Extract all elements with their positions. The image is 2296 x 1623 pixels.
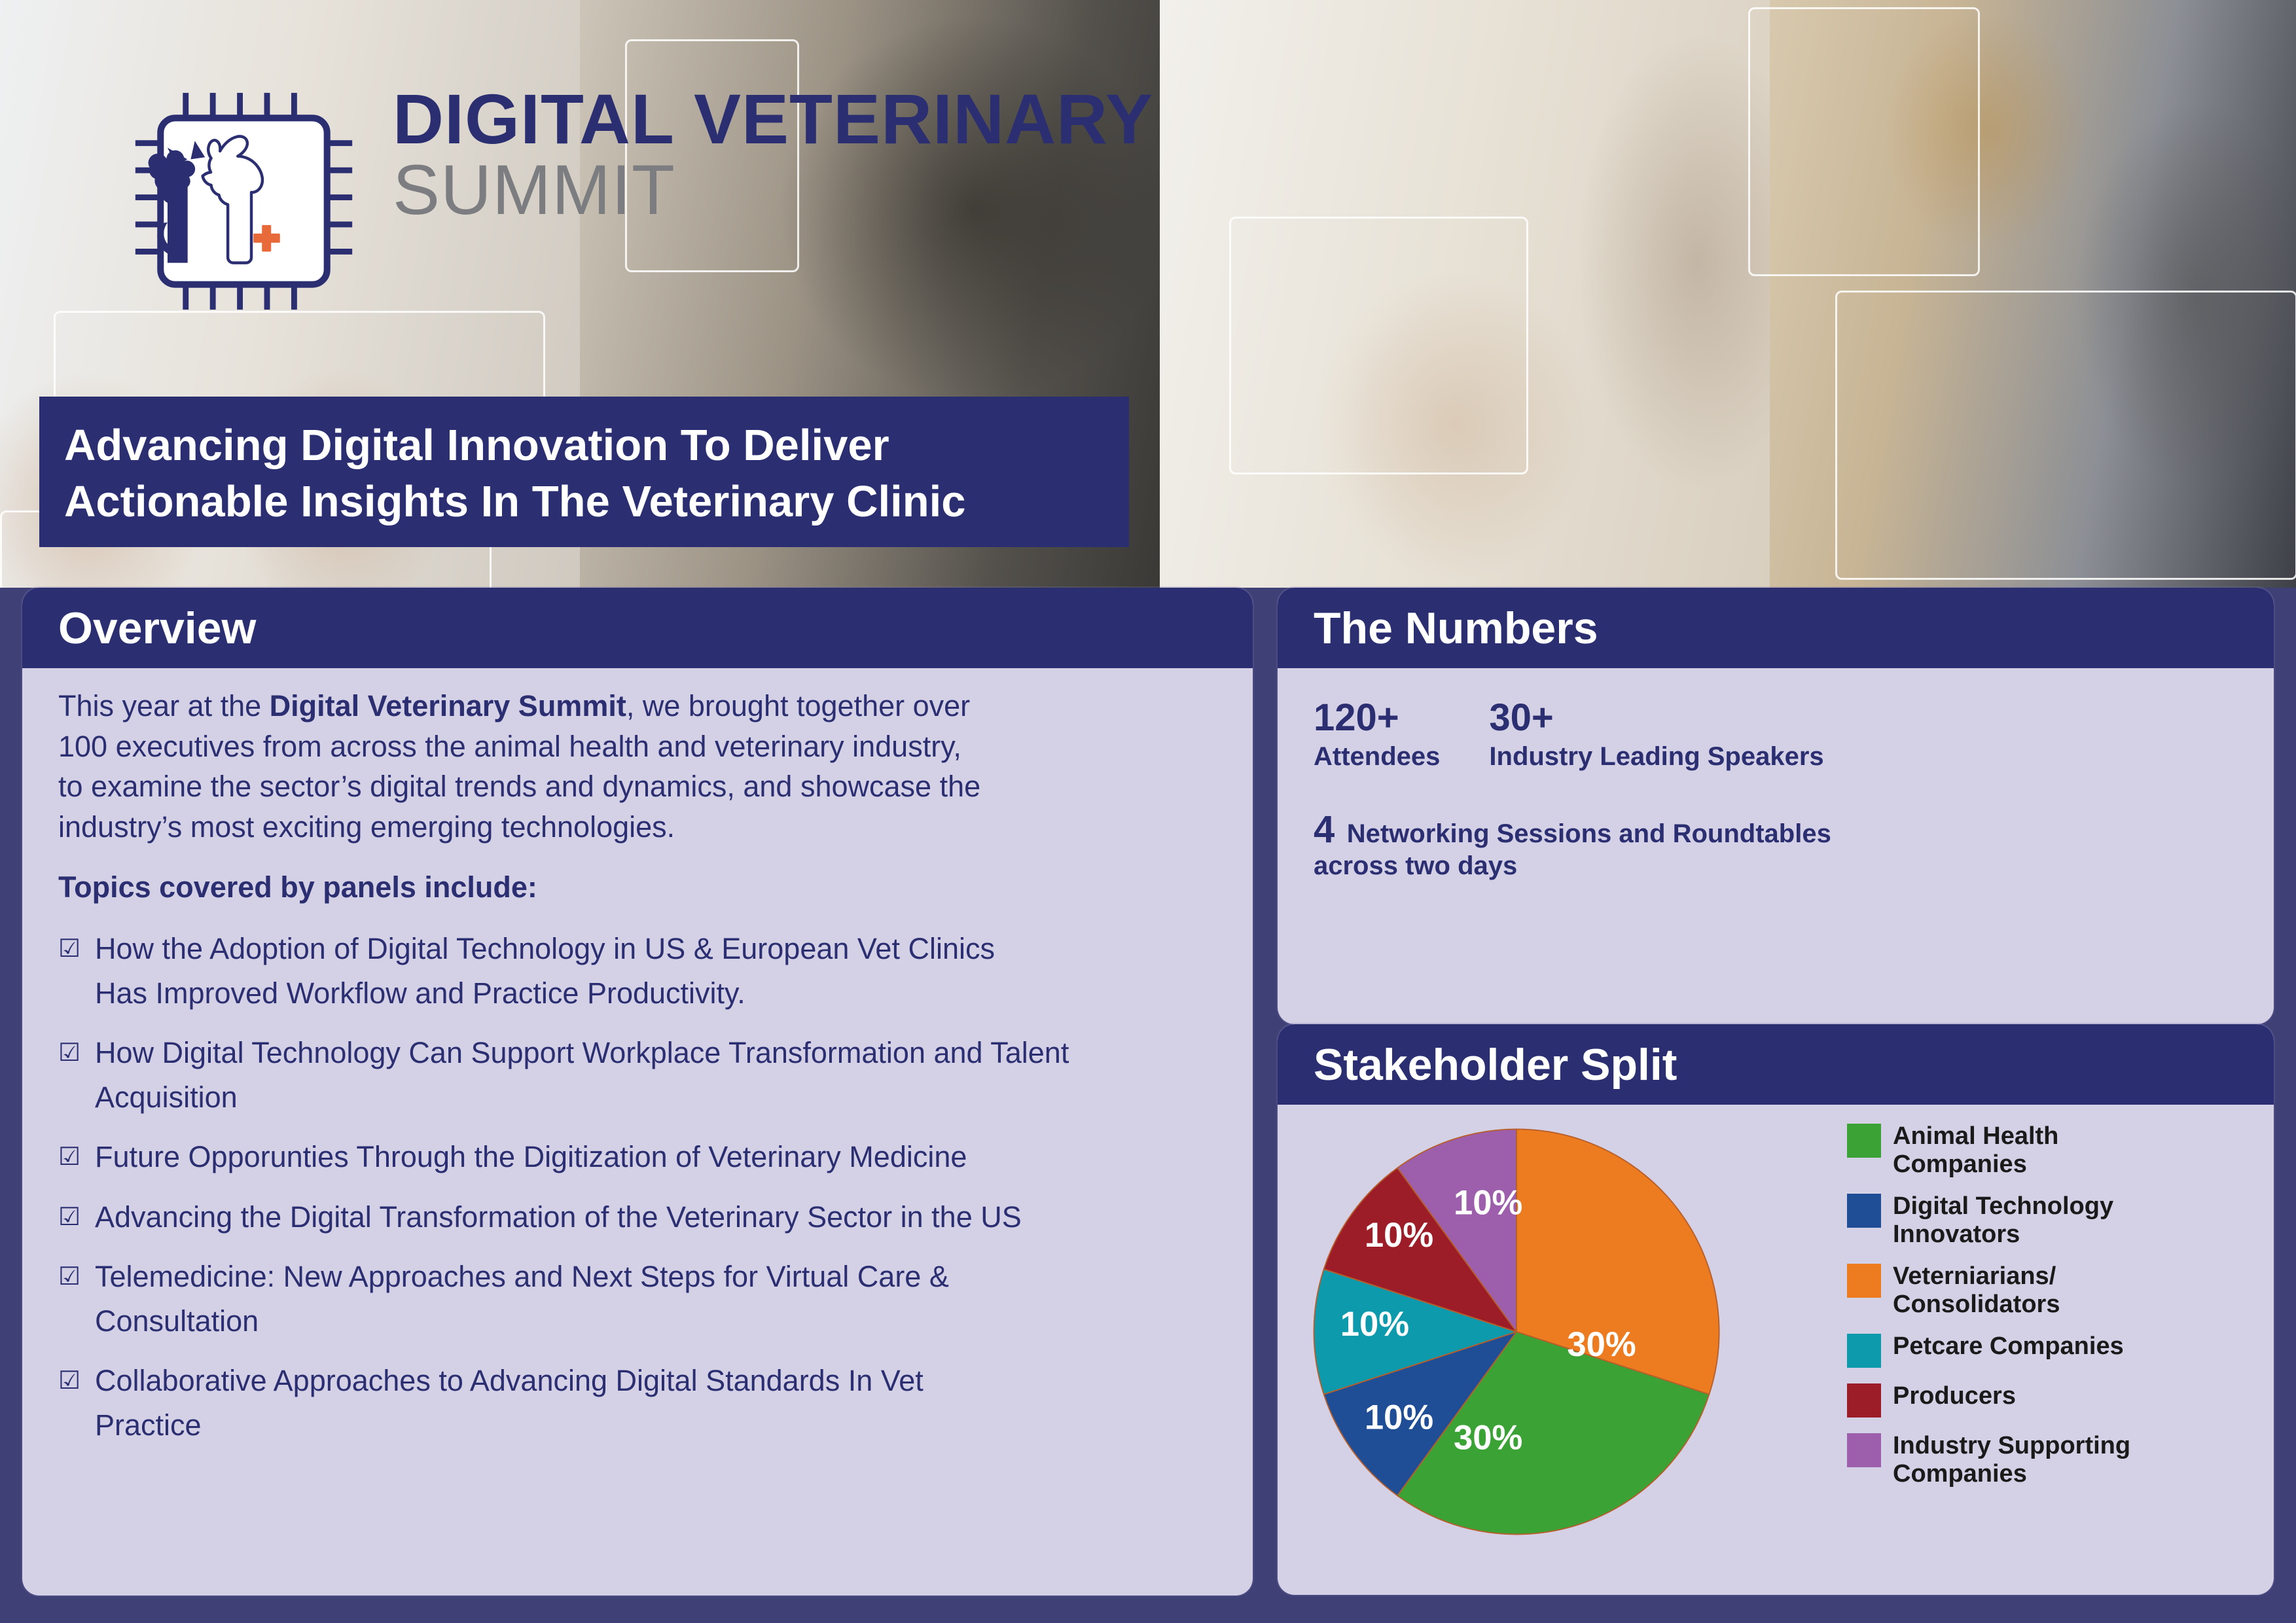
svg-text:10%: 10%	[1454, 1183, 1522, 1222]
svg-text:10%: 10%	[1365, 1399, 1433, 1437]
svg-text:10%: 10%	[1365, 1216, 1433, 1255]
svg-text:30%: 30%	[1454, 1419, 1522, 1457]
svg-text:10%: 10%	[1340, 1305, 1409, 1344]
svg-text:30%: 30%	[1567, 1325, 1636, 1364]
